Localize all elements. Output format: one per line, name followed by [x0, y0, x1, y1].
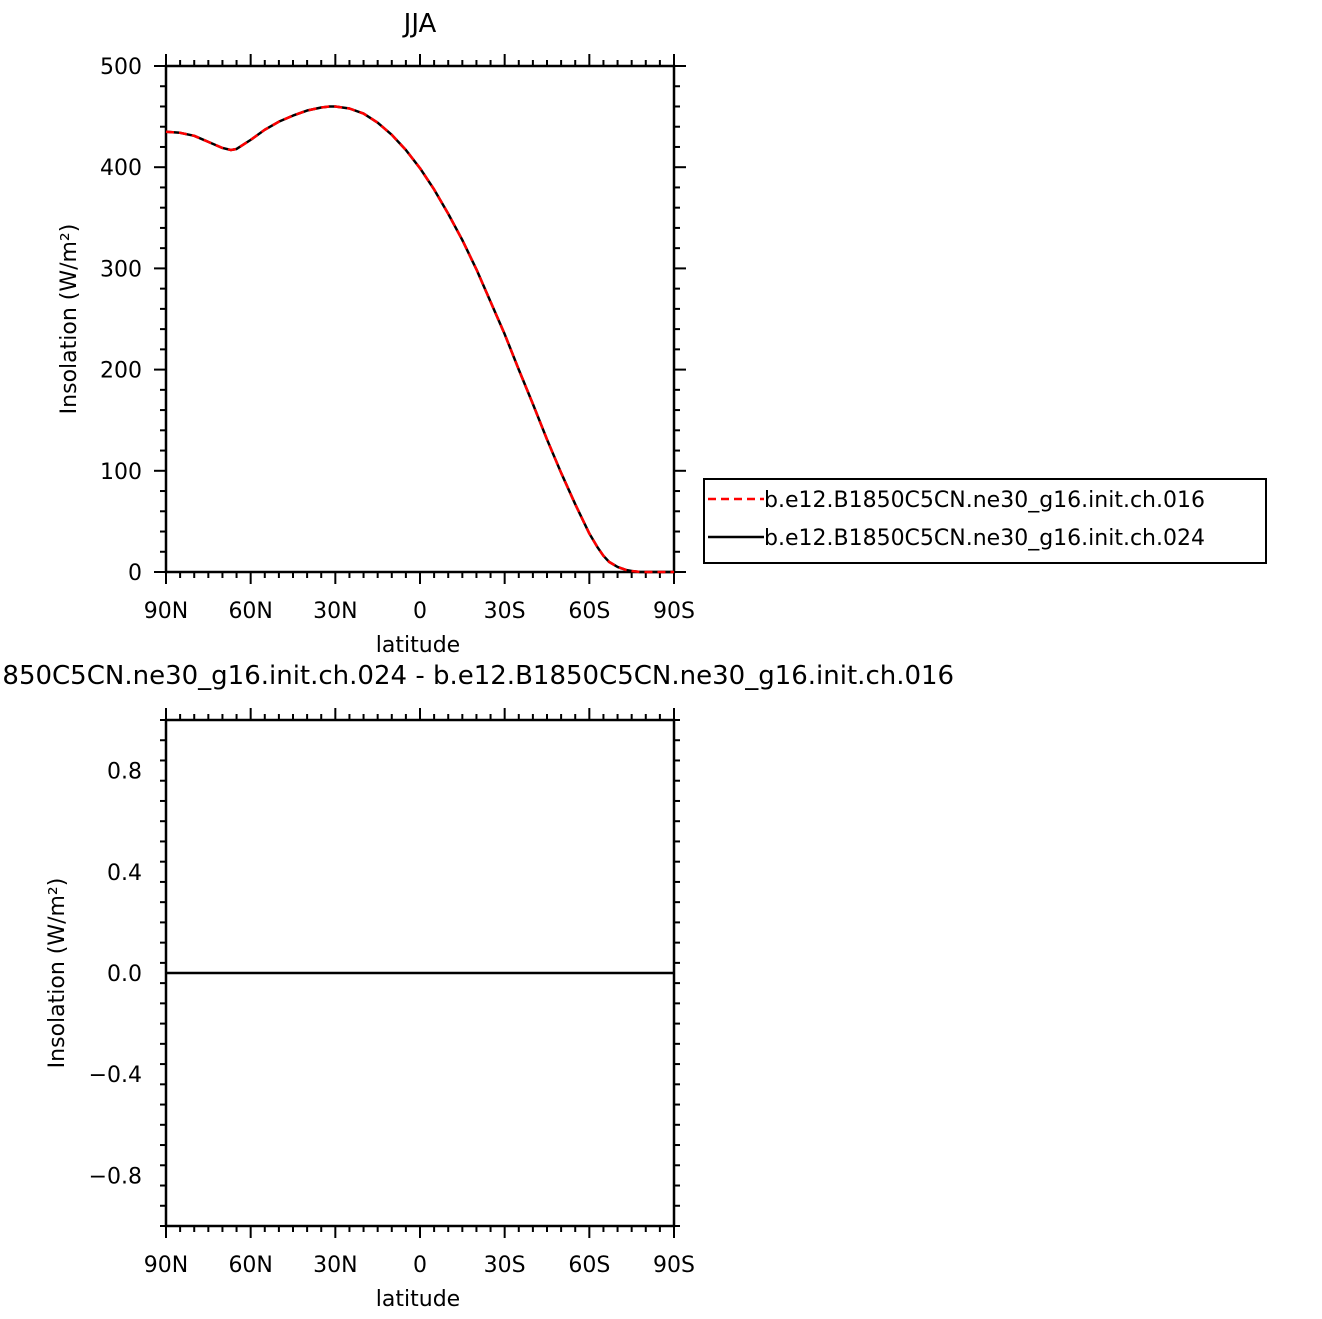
x-tick-label: 0: [413, 1253, 427, 1278]
y-axis-label: Insolation (W/m²): [45, 878, 70, 1069]
legend-label-0: b.e12.B1850C5CN.ne30_g16.init.ch.016: [764, 488, 1205, 513]
x-tick-label: 30N: [313, 599, 357, 624]
y-tick-label: 0.8: [107, 760, 142, 785]
y-tick-label: 500: [100, 55, 142, 80]
y-tick-label: 400: [100, 156, 142, 181]
y-tick-label: 0.4: [107, 861, 142, 886]
legend-box: [703, 478, 1267, 564]
series-line-0: [165, 105, 674, 574]
x-tick-label: 60S: [568, 599, 610, 624]
y-tick-label: −0.4: [89, 1063, 142, 1088]
x-tick-label: 60N: [228, 599, 272, 624]
y-tick-label: 0.0: [107, 962, 142, 987]
y-tick-label: 0: [128, 561, 142, 586]
difference-chart-panel: 90N 60N 30N 0 30S 60S 90S −0.8 −0.4 0.0 0.4 0.8 lati…: [0, 661, 954, 1312]
x-tick-label: 90S: [653, 599, 695, 624]
y-tick-label: 300: [100, 257, 142, 282]
x-tick-label: 60S: [568, 1253, 610, 1278]
chart-title: b.e12.B1850C5CN.ne30_g16.init.ch.024 - b…: [0, 661, 954, 691]
y-tick-label: 200: [100, 359, 142, 384]
y-tick-label: −0.8: [89, 1164, 142, 1189]
insolation-chart-panel: 90N 60N 30N 0 30S 60S 90S 0 100 200 300 400 500 latit…: [57, 9, 1267, 658]
x-tick-label: 30S: [484, 599, 526, 624]
x-tick-label: 60N: [228, 1253, 272, 1278]
series-line-1: [165, 105, 674, 574]
x-axis-label: latitude: [376, 633, 460, 658]
y-tick-label: 100: [100, 460, 142, 485]
chart-title: JJA: [402, 9, 437, 39]
y-axis-label: Insolation (W/m²): [57, 224, 82, 415]
x-tick-label: 90S: [653, 1253, 695, 1278]
x-tick-label: 0: [413, 599, 427, 624]
x-tick-label: 30N: [313, 1253, 357, 1278]
plot-frame: [164, 64, 676, 574]
x-tick-label: 30S: [484, 1253, 526, 1278]
x-tick-label: 90N: [144, 599, 188, 624]
x-axis-label: latitude: [376, 1287, 460, 1312]
x-tick-label: 90N: [144, 1253, 188, 1278]
legend-label-1: b.e12.B1850C5CN.ne30_g16.init.ch.024: [764, 526, 1205, 551]
